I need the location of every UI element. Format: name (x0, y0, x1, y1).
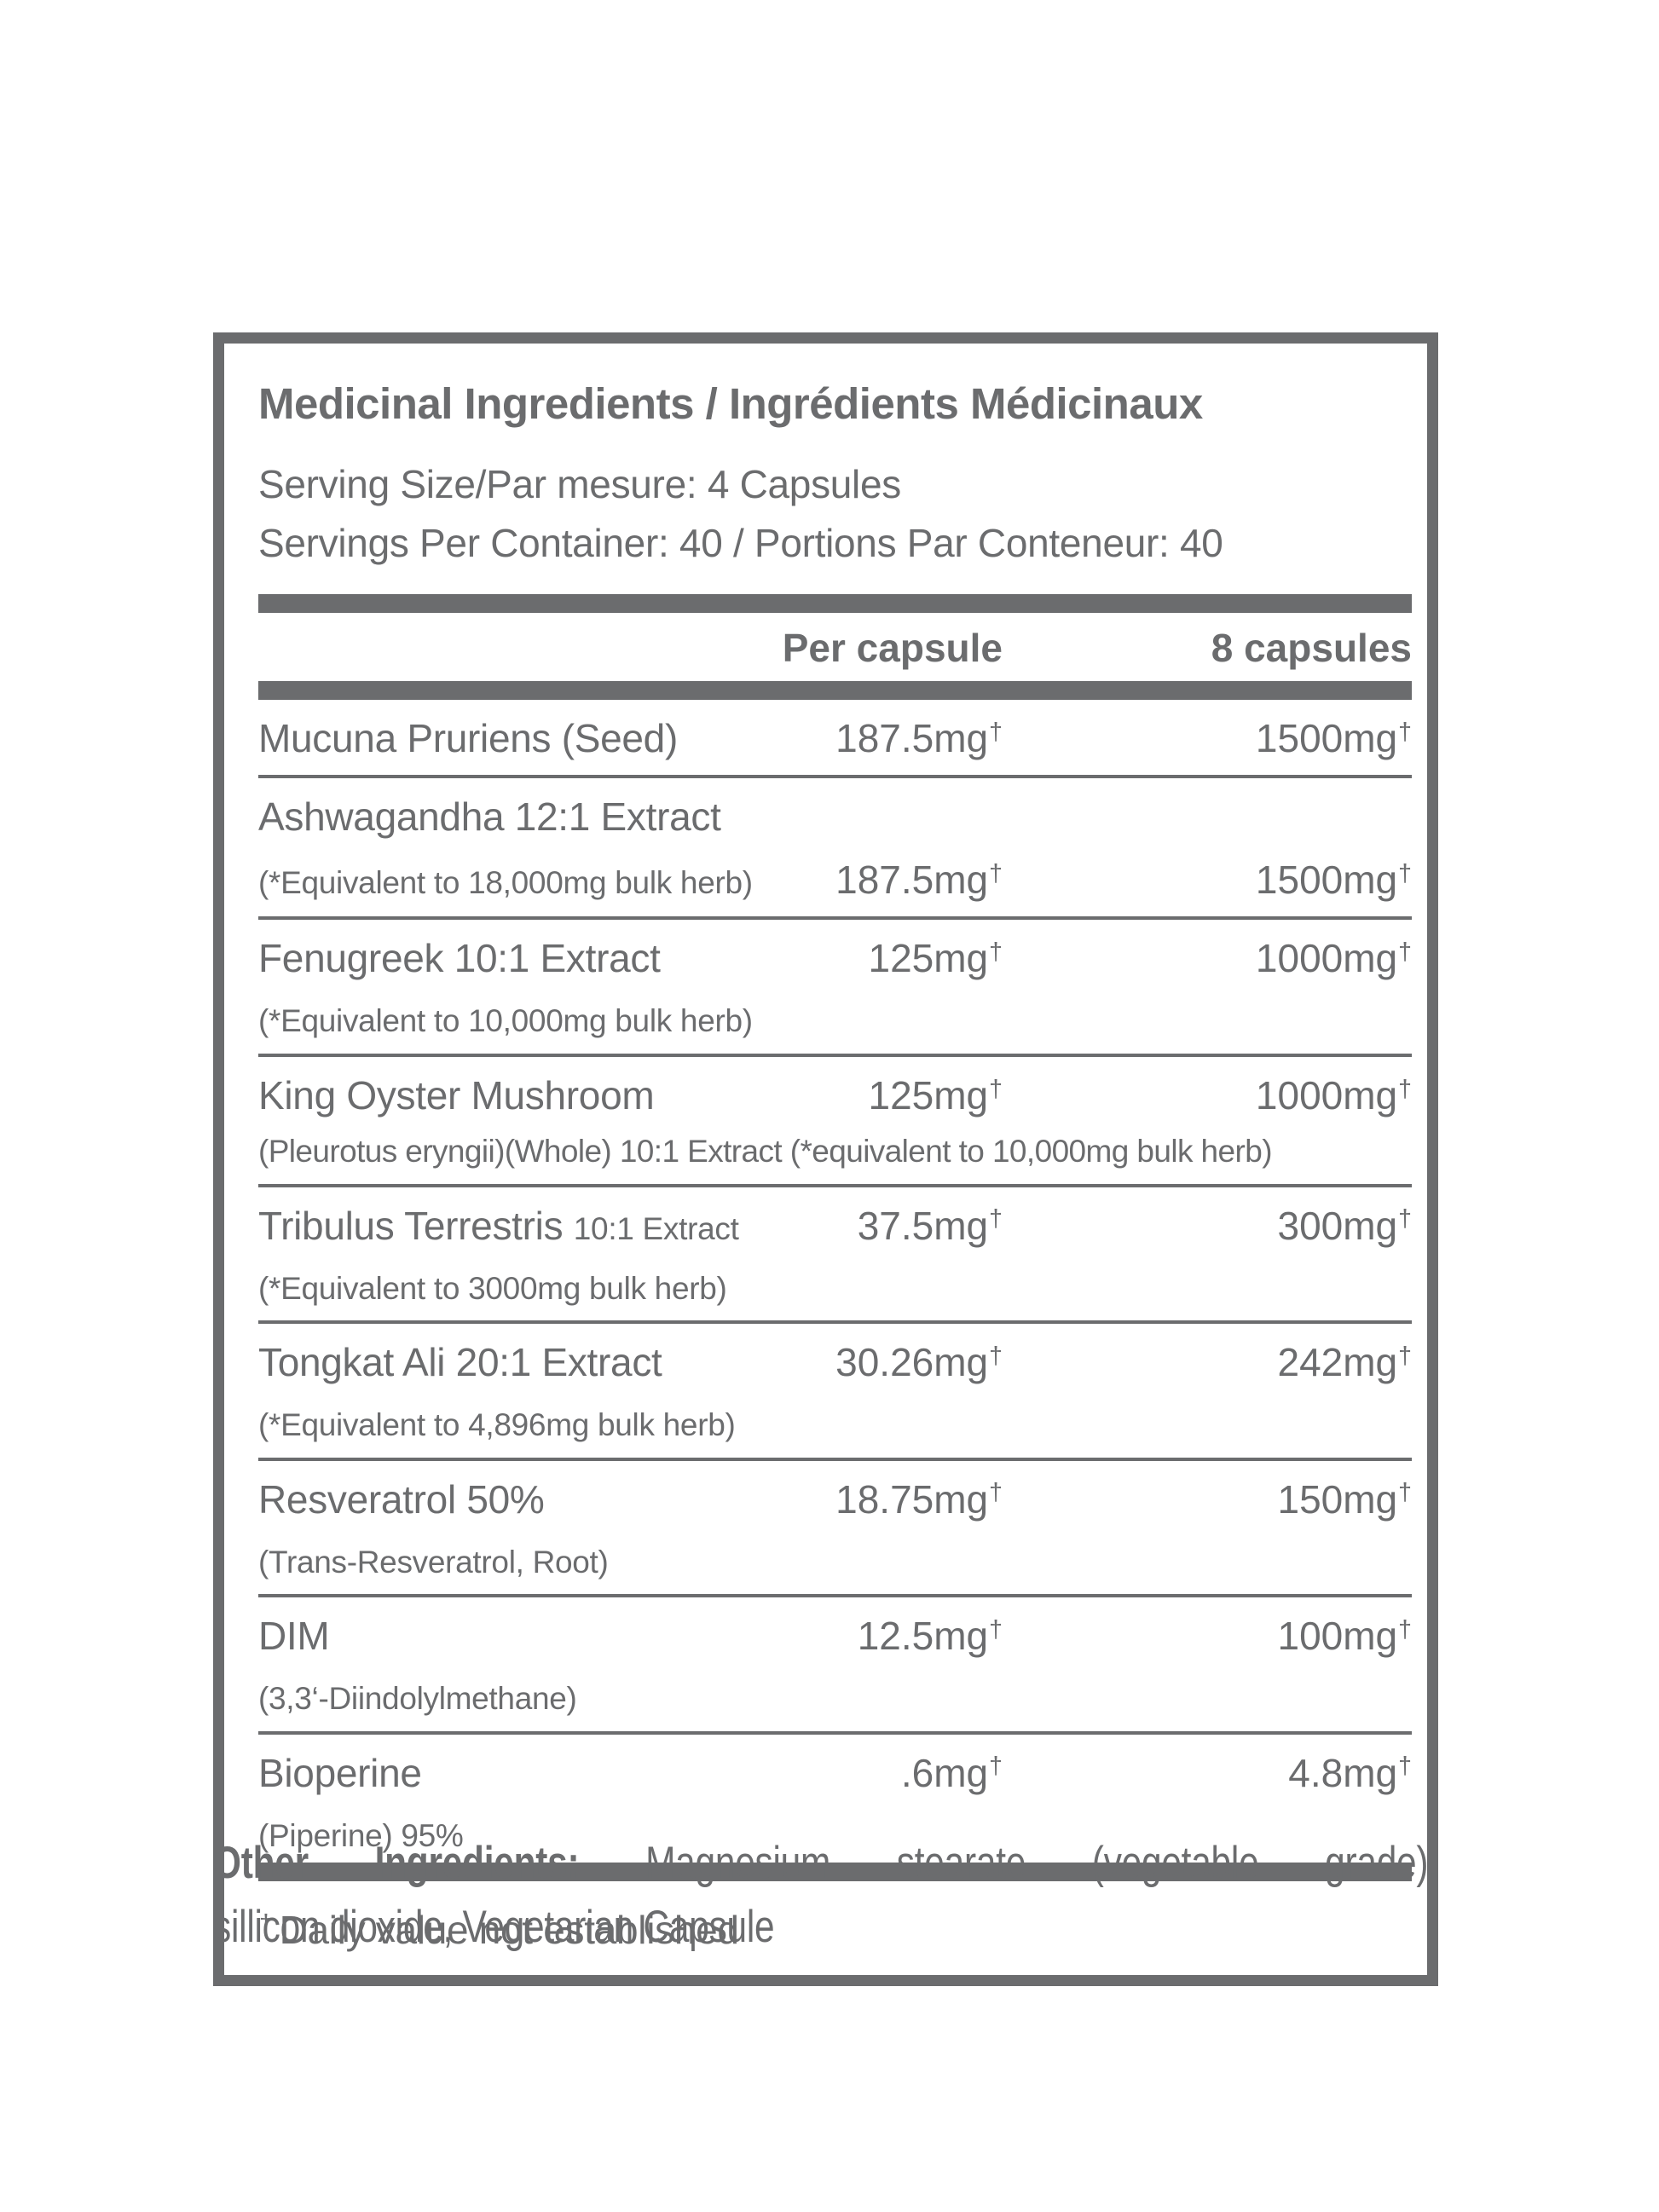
ingredient-row-king-oyster-mushroom: King Oyster Mushroom 125mg† 1000mg† (Ple… (258, 1057, 1412, 1187)
dagger-symbol: † (1398, 1479, 1412, 1507)
per-capsule-amount: 125mg† (868, 936, 1003, 981)
ingredient-name: King Oyster Mushroom (258, 1072, 655, 1118)
ingredient-row-tribulus-terrestris: Tribulus Terrestris 10:1 Extract 37.5mg†… (258, 1187, 1412, 1325)
ingredient-name: Tribulus Terrestris 10:1 Extract (258, 1203, 739, 1248)
column-header-row: Per capsule 8 capsules (258, 613, 1412, 681)
ingredient-row-bioperine: Bioperine .6mg† 4.8mg† (Piperine) 95% (258, 1735, 1412, 1863)
per-capsule-amount: 18.75mg† (835, 1476, 1003, 1522)
per-8-capsules-amount: 100mg† (1277, 1614, 1412, 1659)
dagger-symbol: † (1398, 1075, 1412, 1103)
dagger-symbol: † (989, 1205, 1003, 1233)
per-8-capsules-amount: 1000mg† (1255, 1072, 1412, 1118)
per-8-capsules-amount: 1500mg† (1255, 858, 1412, 903)
ingredient-note: (*Equivalent to 4,896mg bulk herb) (258, 1407, 736, 1443)
dagger-symbol: † (989, 860, 1003, 888)
dagger-symbol: † (1398, 939, 1412, 967)
per-8-capsules-amount: 1500mg† (1255, 716, 1412, 761)
dagger-symbol: † (1398, 1615, 1412, 1643)
other-ingredients-label: Other Ingredients: (213, 1838, 580, 1888)
ingredient-name: Bioperine (258, 1750, 422, 1795)
ingredient-name: Fenugreek 10:1 Extract (258, 936, 661, 981)
serving-size: Serving Size/Par mesure: 4 Capsules (258, 461, 901, 506)
per-8-capsules-amount: 300mg† (1277, 1203, 1412, 1248)
other-ingredients-text: Magnesium stearate (vegetable grade), (645, 1838, 1438, 1888)
per-capsule-amount: 187.5mg† (835, 716, 1003, 761)
dagger-symbol: † (1398, 860, 1412, 888)
column-header-8-capsules: 8 capsules (1211, 626, 1412, 671)
ingredient-note: (Piperine) 95% (258, 1817, 464, 1853)
other-ingredients-line2: sillicon dioxide, Vegetarian Capsule (213, 1902, 775, 1953)
per-capsule-amount: 37.5mg† (857, 1203, 1003, 1248)
ingredient-note: (3,3‘-Diindolylmethane) (258, 1681, 577, 1717)
dagger-symbol: † (989, 1753, 1003, 1781)
ingredient-name: Resveratrol 50% (258, 1476, 545, 1522)
per-8-capsules-amount: 4.8mg† (1288, 1750, 1412, 1795)
ingredient-note: (*Equivalent to 18,000mg bulk herb) (258, 865, 753, 901)
dagger-symbol: † (989, 1479, 1003, 1507)
ingredient-row-tongkat-ali: Tongkat Ali 20:1 Extract 30.26mg† 242mg†… (258, 1324, 1412, 1461)
dagger-symbol: † (1398, 719, 1412, 747)
ingredient-note: (Trans-Resveratrol, Root) (258, 1544, 609, 1580)
ingredient-name: DIM (258, 1614, 330, 1659)
dagger-symbol: † (1398, 1205, 1412, 1233)
ingredient-name: Tongkat Ali 20:1 Extract (258, 1340, 662, 1385)
other-ingredients-line1: Other Ingredients: Magnesium stearate (v… (213, 1831, 1438, 1895)
dagger-symbol: † (989, 939, 1003, 967)
dagger-symbol: † (989, 719, 1003, 747)
dagger-symbol: † (1398, 1342, 1412, 1370)
per-capsule-amount: 187.5mg† (835, 858, 1003, 903)
ingredient-row-fenugreek: Fenugreek 10:1 Extract 125mg† 1000mg† (*… (258, 920, 1412, 1057)
dagger-symbol: † (989, 1075, 1003, 1103)
divider-bar-top (258, 594, 1412, 614)
divider-bar-header (258, 681, 1412, 701)
dagger-symbol: † (259, 1910, 273, 1938)
other-ingredients-section: Other Ingredients: Magnesium stearate (v… (213, 1831, 1438, 1960)
column-header-per-capsule: Per capsule (782, 626, 1003, 671)
ingredient-name: Mucuna Pruriens (Seed) (258, 716, 678, 761)
per-capsule-amount: 12.5mg† (857, 1614, 1003, 1659)
ingredient-name: Ashwagandha 12:1 Extract (258, 794, 721, 840)
divider-bar-bottom (258, 1863, 1412, 1882)
ingredient-note: (*Equivalent to 10,000mg bulk herb) (258, 1003, 753, 1039)
per-capsule-amount: 30.26mg† (835, 1340, 1003, 1385)
dagger-symbol: † (1398, 1753, 1412, 1781)
daily-value-footnote: † Daily value not established (259, 1908, 739, 1953)
ingredient-row-dim: DIM 12.5mg† 100mg† (3,3‘-Diindolylmethan… (258, 1597, 1412, 1735)
dagger-symbol: † (989, 1342, 1003, 1370)
ingredient-row-ashwagandha: Ashwagandha 12:1 Extract (*Equivalent to… (258, 778, 1412, 921)
servings-per-container: Servings Per Container: 40 / Portions Pa… (258, 520, 1223, 565)
per-capsule-amount: .6mg† (900, 1750, 1003, 1795)
per-8-capsules-amount: 150mg† (1277, 1476, 1412, 1522)
per-8-capsules-amount: 1000mg† (1255, 936, 1412, 981)
medicinal-ingredients-panel: Medicinal Ingredients / Ingrédients Médi… (213, 332, 1438, 1987)
dagger-symbol: † (989, 1615, 1003, 1643)
ingredient-row-mucuna-pruriens: Mucuna Pruriens (Seed) 187.5mg† 1500mg† (258, 700, 1412, 779)
per-capsule-amount: 125mg† (868, 1072, 1003, 1118)
ingredient-note: (Pleurotus eryngii)(Whole) 10:1 Extract … (258, 1133, 1273, 1169)
per-8-capsules-amount: 242mg† (1277, 1340, 1412, 1385)
ingredient-name-detail: 10:1 Extract (573, 1210, 739, 1246)
ingredient-row-resveratrol: Resveratrol 50% 18.75mg† 150mg† (Trans-R… (258, 1461, 1412, 1598)
panel-title: Medicinal Ingredients / Ingrédients Médi… (258, 379, 1203, 428)
ingredient-note: (*Equivalent to 3000mg bulk herb) (258, 1270, 727, 1306)
